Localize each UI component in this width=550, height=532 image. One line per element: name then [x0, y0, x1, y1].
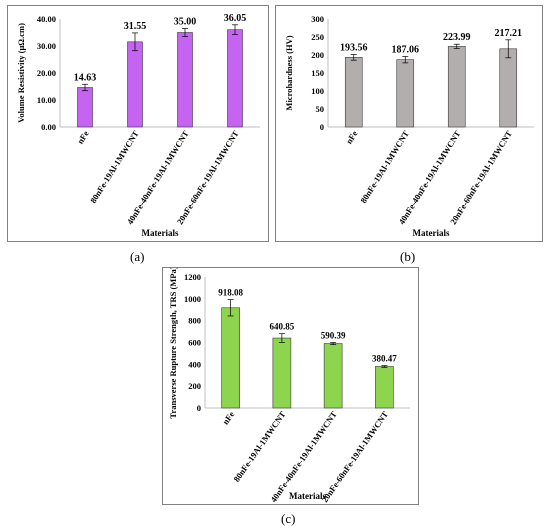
- x-axis-title: Materials: [413, 228, 450, 238]
- bar-4: [375, 366, 394, 409]
- bar-4: [227, 29, 243, 128]
- x-tick-label-1: nFe: [75, 129, 91, 146]
- y-tick-label: 0.00: [41, 122, 56, 132]
- x-tick-label-1: nFe: [220, 409, 236, 426]
- y-axis-title: Volume Resistivity (μΩ.cm): [16, 23, 26, 123]
- y-tick-label: 200: [311, 50, 324, 60]
- bar-1: [77, 87, 93, 128]
- bar-2: [272, 337, 292, 409]
- data-label-3: 223.99: [443, 32, 471, 43]
- chart-panel-c: 0 200 400 600 800 1000 1200 918.08 nFe 640.85 80nF…: [162, 266, 419, 505]
- y-axis-title: Microhardness (HV): [284, 35, 294, 110]
- y-tick-label: 150: [311, 68, 324, 78]
- chart-c: 0 200 400 600 800 1000 1200 918.08 nFe 640.85 80nF…: [168, 266, 410, 504]
- data-label-4: 36.05: [224, 13, 247, 24]
- y-tick-label: 250: [311, 32, 324, 42]
- data-label-1: 193.56: [340, 42, 368, 53]
- y-tick-label: 1200: [184, 272, 201, 282]
- y-tick-label: 30.00: [37, 41, 56, 51]
- bar-2: [127, 41, 143, 128]
- x-tick-label-2: 80nFe-19Al-1MWCNT: [358, 128, 411, 204]
- x-tick-label-2: 80nFe-19Al-1MWCNT: [88, 128, 141, 204]
- y-tick-label: 0: [320, 122, 324, 132]
- x-tick-label-4: 20nFe-60nFe-19Al-1MWCNT: [448, 128, 514, 226]
- data-label-3: 35.00: [174, 16, 197, 27]
- data-label-2: 31.55: [124, 21, 147, 32]
- data-label-4: 380.47: [372, 354, 397, 364]
- y-axis-title: Transverse Rupture Strength, TRS (MPa): [168, 268, 178, 419]
- x-axis-title: Materials: [289, 491, 326, 501]
- y-tick-label: 200: [188, 381, 201, 391]
- data-label-4: 217.21: [495, 28, 523, 39]
- caption-b: (b): [400, 249, 416, 264]
- x-tick-label-2: 80nFe-19Al-1MWCNT: [231, 409, 287, 483]
- chart-panel-a: 0.00 10.00 20.00 30.00 40.00 14.63 nFe 31.55 80n…: [7, 5, 269, 242]
- y-tick-label: 1000: [184, 294, 201, 304]
- caption-c: (c): [281, 511, 296, 526]
- x-tick-label-1: nFe: [344, 129, 360, 146]
- caption-a: (a): [130, 249, 145, 264]
- chart-b: 0 50 100 150 200 250 300 193.56 nFe 187.06 80nFe-1…: [284, 14, 534, 238]
- data-label-1: 14.63: [74, 72, 97, 83]
- x-axis-title: Materials: [142, 228, 179, 238]
- bar-3: [323, 343, 343, 409]
- bar-3: [177, 32, 193, 128]
- y-tick-label: 10.00: [37, 95, 56, 105]
- y-tick-label: 300: [311, 14, 324, 24]
- data-label-3: 590.39: [321, 330, 346, 340]
- data-label-1: 918.08: [218, 288, 243, 298]
- bar-2: [396, 59, 415, 128]
- bar-1: [344, 57, 363, 128]
- data-label-2: 640.85: [270, 322, 295, 332]
- y-tick-label: 600: [188, 338, 201, 348]
- chart-a: 0.00 10.00 20.00 30.00 40.00 14.63 nFe 31.55 80n…: [16, 13, 260, 238]
- y-tick-label: 40.00: [37, 14, 56, 24]
- y-tick-label: 100: [311, 86, 324, 96]
- y-tick-label: 0: [197, 403, 201, 413]
- bar-4: [499, 48, 518, 128]
- y-tick-label: 20.00: [37, 68, 56, 78]
- chart-panel-b: 0 50 100 150 200 250 300 193.56 nFe 187.06 80nFe-1…: [275, 5, 543, 242]
- y-tick-label: 400: [188, 359, 201, 369]
- y-tick-label: 50: [316, 104, 325, 114]
- bar-1: [221, 307, 240, 409]
- bar-3: [447, 46, 466, 128]
- y-tick-label: 800: [188, 316, 201, 326]
- data-label-2: 187.06: [392, 44, 420, 55]
